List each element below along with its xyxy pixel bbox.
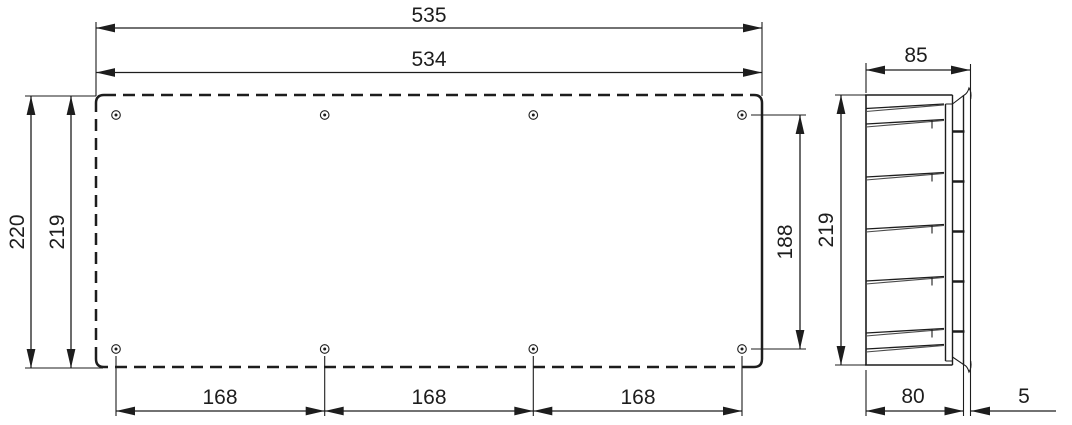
panel-corner-bottom-right — [753, 358, 764, 369]
dim-outer-width-label: 535 — [411, 4, 446, 27]
dim-inner-height-label: 219 — [46, 214, 69, 249]
louver-slats — [865, 103, 945, 353]
flange-chamfer-top — [952, 94, 965, 105]
louver-slat — [865, 343, 945, 350]
dim-depth-recessed: 80 — [866, 385, 964, 416]
dim-hole-pitch-label: 168 — [411, 386, 446, 409]
louver-slat — [865, 103, 945, 110]
louver-slat-underside — [865, 328, 945, 337]
dim-inner-width: 534 — [96, 48, 762, 77]
dim-flange-projection: 5 — [971, 385, 1056, 416]
dim-flange-projection-label: 5 — [1018, 385, 1030, 408]
panel-corner-bottom-left — [94, 358, 105, 369]
front-view: 535 534 220 219 188 168 168 168 — [6, 4, 806, 416]
louver-slat-underside — [865, 104, 945, 113]
louver-slat — [865, 118, 945, 125]
dim-hole-span-vertical: 188 — [774, 115, 805, 349]
louver-slat — [865, 275, 945, 282]
mounting-hole — [528, 344, 539, 354]
louver-slat-underside — [865, 276, 945, 285]
side-view: 85 219 80 5 — [815, 44, 1056, 416]
mounting-hole — [737, 110, 747, 120]
louver-slat — [865, 327, 945, 334]
dim-hole-pitch-1: 168 — [116, 386, 325, 416]
dim-inner-width-label: 534 — [411, 48, 446, 71]
dim-depth-overall-label: 85 — [904, 44, 927, 67]
dim-hole-pitch-3: 168 — [533, 386, 742, 416]
dim-depth-overall: 85 — [866, 44, 970, 75]
break-mark-top — [963, 86, 972, 100]
dim-side-height: 219 — [815, 95, 846, 365]
louver-slat — [865, 223, 945, 230]
flange-slot-ticks — [952, 130, 965, 333]
front-extension-lines — [25, 22, 806, 416]
dim-outer-height: 220 — [6, 96, 36, 368]
panel-outline — [94, 93, 764, 369]
louver-slat-underside — [865, 172, 945, 181]
dim-inner-height: 219 — [46, 96, 76, 368]
side-body-outline — [865, 64, 972, 416]
flange-chamfer-bottom — [952, 356, 965, 366]
mounting-hole — [111, 110, 121, 120]
dim-outer-height-label: 220 — [6, 214, 29, 249]
louver-slat-underside — [865, 224, 945, 233]
dim-side-height-label: 219 — [815, 212, 838, 247]
mounting-hole — [319, 110, 330, 120]
mounting-hole — [737, 344, 747, 354]
mounting-hole — [319, 344, 330, 354]
louver-slat — [865, 171, 945, 178]
louver-slat-underside — [865, 344, 945, 353]
mounting-holes — [111, 110, 747, 354]
slot-tick — [952, 130, 965, 333]
mounting-hole — [111, 344, 121, 354]
side-extension-lines — [835, 63, 965, 416]
dim-depth-recessed-label: 80 — [901, 385, 924, 408]
break-mark-bottom — [963, 360, 972, 374]
dim-hole-pitch-label: 168 — [202, 386, 237, 409]
frame-step — [945, 103, 953, 362]
panel-corner-top-left — [94, 93, 105, 104]
louver-slat-underside — [865, 119, 945, 128]
dim-hole-span-label: 188 — [774, 224, 797, 259]
dim-outer-width: 535 — [96, 4, 762, 33]
mounting-hole — [528, 110, 539, 120]
dim-hole-pitch-label: 168 — [620, 386, 655, 409]
panel-corner-top-right — [753, 93, 764, 104]
dim-hole-pitch-2: 168 — [324, 386, 534, 416]
